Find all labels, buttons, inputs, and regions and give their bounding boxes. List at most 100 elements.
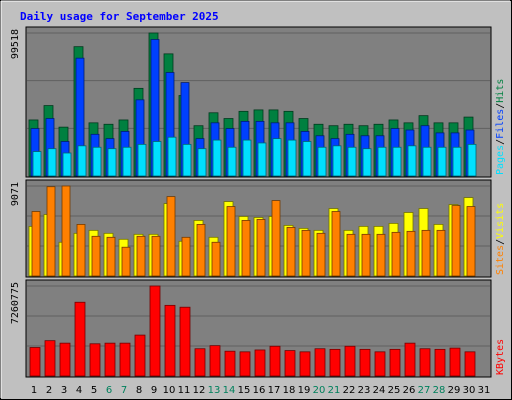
bar-kbytes (344, 345, 356, 377)
bar-pages (47, 148, 57, 177)
bar-sites (46, 186, 56, 277)
bar-sites (301, 229, 311, 277)
bar-sites (466, 206, 476, 277)
bar-pages (377, 146, 387, 177)
bar-sites (226, 206, 236, 277)
legend-entry: Sites (495, 245, 506, 275)
x-tick-label: 14 (223, 385, 236, 396)
bar-sites (61, 185, 71, 277)
legend-hits-files-pages: Pages/Files/Hits (495, 79, 506, 175)
bar-sites (31, 211, 41, 277)
legend-entry: / (495, 239, 506, 245)
bar-pages (392, 146, 402, 177)
x-tick-label: 27 (418, 385, 431, 396)
bar-pages (287, 139, 297, 177)
bar-kbytes (434, 348, 446, 377)
bar-kbytes (314, 348, 326, 377)
bar-sites (421, 229, 431, 277)
bar-pages (137, 143, 147, 177)
bar-kbytes (239, 351, 251, 377)
legend-kbytes: KBytes (495, 339, 506, 375)
x-tick-label: 19 (298, 385, 311, 396)
bar-pages (107, 148, 117, 177)
bar-sites (106, 236, 116, 277)
x-tick-label: 23 (358, 385, 371, 396)
legend-entry: Files (495, 109, 506, 139)
bar-sites (346, 233, 356, 277)
bar-kbytes (404, 342, 416, 377)
x-tick-label: 8 (136, 385, 142, 396)
bar-sites (376, 233, 386, 277)
x-tick-label: 11 (178, 385, 191, 396)
x-tick-label: 7 (121, 385, 127, 396)
x-tick-label: 31 (478, 385, 491, 396)
bar-kbytes (374, 351, 386, 377)
x-tick-label: 20 (313, 385, 326, 396)
bar-sites (391, 231, 401, 277)
bar-sites (76, 224, 86, 277)
legend-entry: KBytes (495, 339, 506, 375)
x-tick-label: 29 (448, 385, 461, 396)
bar-sites (211, 241, 221, 277)
bar-pages (242, 139, 252, 177)
bar-kbytes (164, 304, 176, 377)
bar-pages (92, 146, 102, 177)
bar-pages (272, 138, 282, 177)
x-tick-label: 22 (343, 385, 356, 396)
bar-sites (241, 220, 251, 277)
bar-kbytes (389, 348, 401, 377)
bar-pages (257, 142, 267, 177)
x-tick-label: 6 (106, 385, 112, 396)
legend-entry: Visits (495, 203, 506, 239)
bar-kbytes (329, 348, 341, 377)
bar-sites (256, 219, 266, 277)
bar-pages (332, 145, 342, 177)
bar-pages (152, 141, 162, 177)
bar-pages (77, 145, 87, 177)
bar-pages (347, 146, 357, 177)
y-max-label: 7260775 (10, 282, 21, 324)
bar-sites (181, 236, 191, 277)
x-tick-label: 3 (61, 385, 67, 396)
bar-pages (437, 146, 447, 177)
x-tick-label: 1 (31, 385, 37, 396)
x-axis: 1 2 3 4 5 6 7 8 9 10 11 12 13 14 15 16 17 18 19 20 21 22 23 24 2… (31, 385, 491, 396)
bar-sites (286, 226, 296, 277)
x-tick-label: 13 (208, 385, 221, 396)
x-tick-label: 21 (328, 385, 341, 396)
y-max-label: 9071 (10, 182, 21, 206)
bar-kbytes (269, 345, 281, 377)
x-tick-label: 26 (403, 385, 416, 396)
bar-kbytes (194, 348, 206, 377)
bar-kbytes (299, 351, 311, 377)
legend-entry: / (495, 103, 506, 109)
bar-kbytes (419, 348, 431, 377)
x-tick-label: 10 (163, 385, 176, 396)
x-tick-label: 16 (253, 385, 266, 396)
bar-kbytes (209, 345, 221, 377)
bar-sites (136, 235, 146, 277)
x-tick-label: 25 (388, 385, 401, 396)
bar-pages (422, 146, 432, 177)
x-tick-label: 17 (268, 385, 281, 396)
bar-pages (122, 146, 132, 177)
bar-kbytes (29, 347, 41, 377)
x-tick-label: 12 (193, 385, 206, 396)
bar-pages (407, 145, 417, 177)
x-tick-label: 4 (76, 385, 82, 396)
bar-kbytes (359, 348, 371, 377)
legend-entry: Hits (495, 79, 506, 103)
bar-sites (451, 205, 461, 277)
bar-pages (197, 148, 207, 177)
legend-visits-sites: Sites/Visits (495, 203, 506, 275)
x-tick-label: 24 (373, 385, 386, 396)
bar-sites (361, 233, 371, 277)
bar-pages (212, 139, 222, 177)
bar-kbytes (44, 340, 56, 377)
bar-pages (32, 151, 42, 177)
bar-pages (362, 148, 372, 177)
bar-sites (436, 229, 446, 277)
bar-pages (467, 143, 477, 177)
